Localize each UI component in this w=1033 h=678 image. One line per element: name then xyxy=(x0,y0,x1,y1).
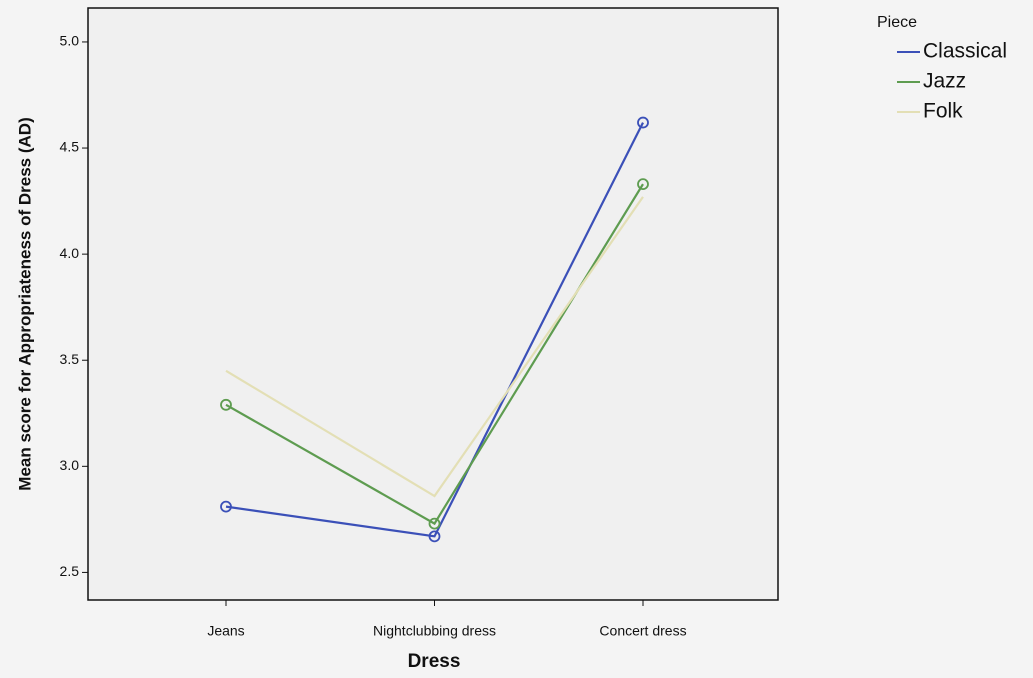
y-tick-label: 5.0 xyxy=(60,33,80,49)
y-tick-label: 4.0 xyxy=(60,245,80,261)
y-tick-label: 3.5 xyxy=(60,351,80,367)
y-axis-label: Mean score for Appropriateness of Dress … xyxy=(15,117,34,490)
y-tick-label: 2.5 xyxy=(60,563,80,579)
series-line xyxy=(225,196,644,498)
point xyxy=(637,178,649,191)
x-tick-label: Nightclubbing dress xyxy=(373,623,496,639)
x-tick-label: Jeans xyxy=(207,623,244,639)
point xyxy=(220,500,232,513)
y-tick-label: 3.0 xyxy=(60,457,80,473)
legend-label: Folk xyxy=(923,100,963,123)
x-axis-label: Dress xyxy=(408,651,461,672)
point xyxy=(428,517,441,530)
series-line xyxy=(225,122,644,538)
legend-label: Classical xyxy=(923,40,1007,63)
legend-title: Piece xyxy=(877,14,917,31)
legend-label: Jazz xyxy=(923,70,966,93)
point xyxy=(428,530,441,543)
point xyxy=(637,116,649,129)
y-tick-label: 4.5 xyxy=(60,139,80,155)
x-tick-label: Concert dress xyxy=(599,623,686,639)
plot-area xyxy=(87,7,779,601)
point xyxy=(220,398,232,411)
